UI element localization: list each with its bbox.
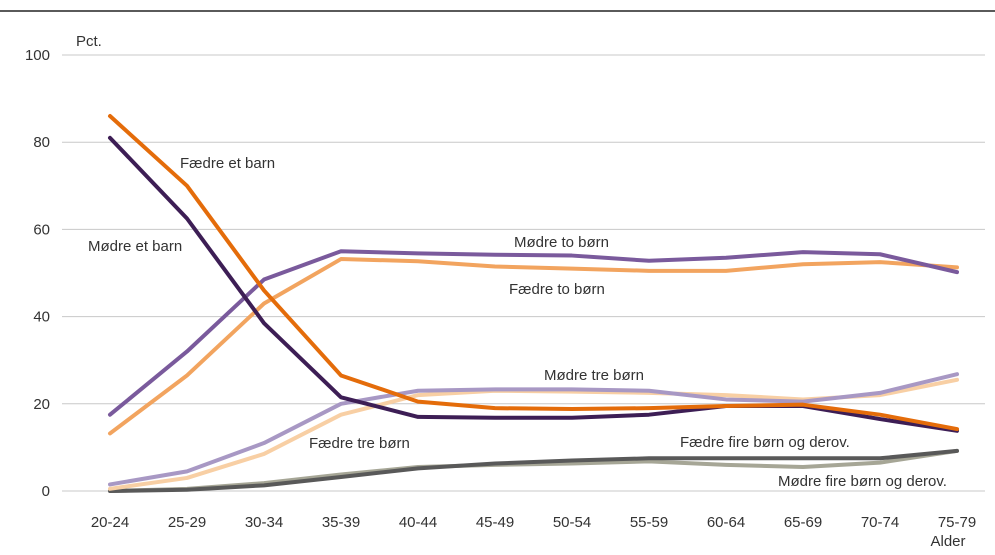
x-tick-label: 55-59	[630, 514, 668, 531]
series-label: Mødre tre børn	[544, 367, 644, 384]
x-tick-label: 65-69	[784, 514, 822, 531]
series-label: Fædre tre børn	[309, 435, 410, 452]
series-label: Fædre to børn	[509, 281, 605, 298]
y-axis-title: Pct.	[76, 33, 102, 50]
y-tick-label: 80	[33, 134, 50, 151]
x-tick-label: 25-29	[168, 514, 206, 531]
series-label: Fædre fire børn og derov.	[680, 434, 850, 451]
series-line	[108, 249, 959, 417]
x-tick-label: 75-79	[938, 514, 976, 531]
x-tick-label: 50-54	[553, 514, 591, 531]
series-layer	[108, 114, 959, 493]
x-tick-label: 70-74	[861, 514, 899, 531]
y-tick-label: 60	[33, 221, 50, 238]
y-tick-label: 100	[25, 47, 50, 64]
series-line	[108, 114, 959, 432]
x-axis-title: Alder	[930, 533, 965, 550]
x-tick-label: 40-44	[399, 514, 437, 531]
series-label-layer: Fædre et barn Mødre et barn Mødre to børn F…	[88, 155, 947, 490]
y-tick-label: 20	[33, 396, 50, 413]
series-label: Mødre fire børn og derov.	[778, 473, 947, 490]
x-tick-label: 30-34	[245, 514, 283, 531]
x-tick-label: 60-64	[707, 514, 745, 531]
series-line	[108, 257, 959, 436]
series-label: Fædre et barn	[180, 155, 275, 172]
y-axis-ticks: 0 20 40 60 80 100	[25, 47, 50, 500]
series-label: Mødre to børn	[514, 234, 609, 251]
x-axis-ticks: 20-24 25-29 30-34 35-39 40-44 45-49 50-54 55-59…	[91, 514, 976, 531]
series-line	[108, 448, 959, 493]
x-tick-label: 45-49	[476, 514, 514, 531]
grid-layer	[62, 54, 985, 492]
x-tick-label: 20-24	[91, 514, 129, 531]
series-line	[108, 372, 959, 487]
y-tick-label: 40	[33, 309, 50, 326]
x-tick-label: 35-39	[322, 514, 360, 531]
y-tick-label: 0	[42, 483, 50, 500]
series-label: Mødre et barn	[88, 238, 182, 255]
